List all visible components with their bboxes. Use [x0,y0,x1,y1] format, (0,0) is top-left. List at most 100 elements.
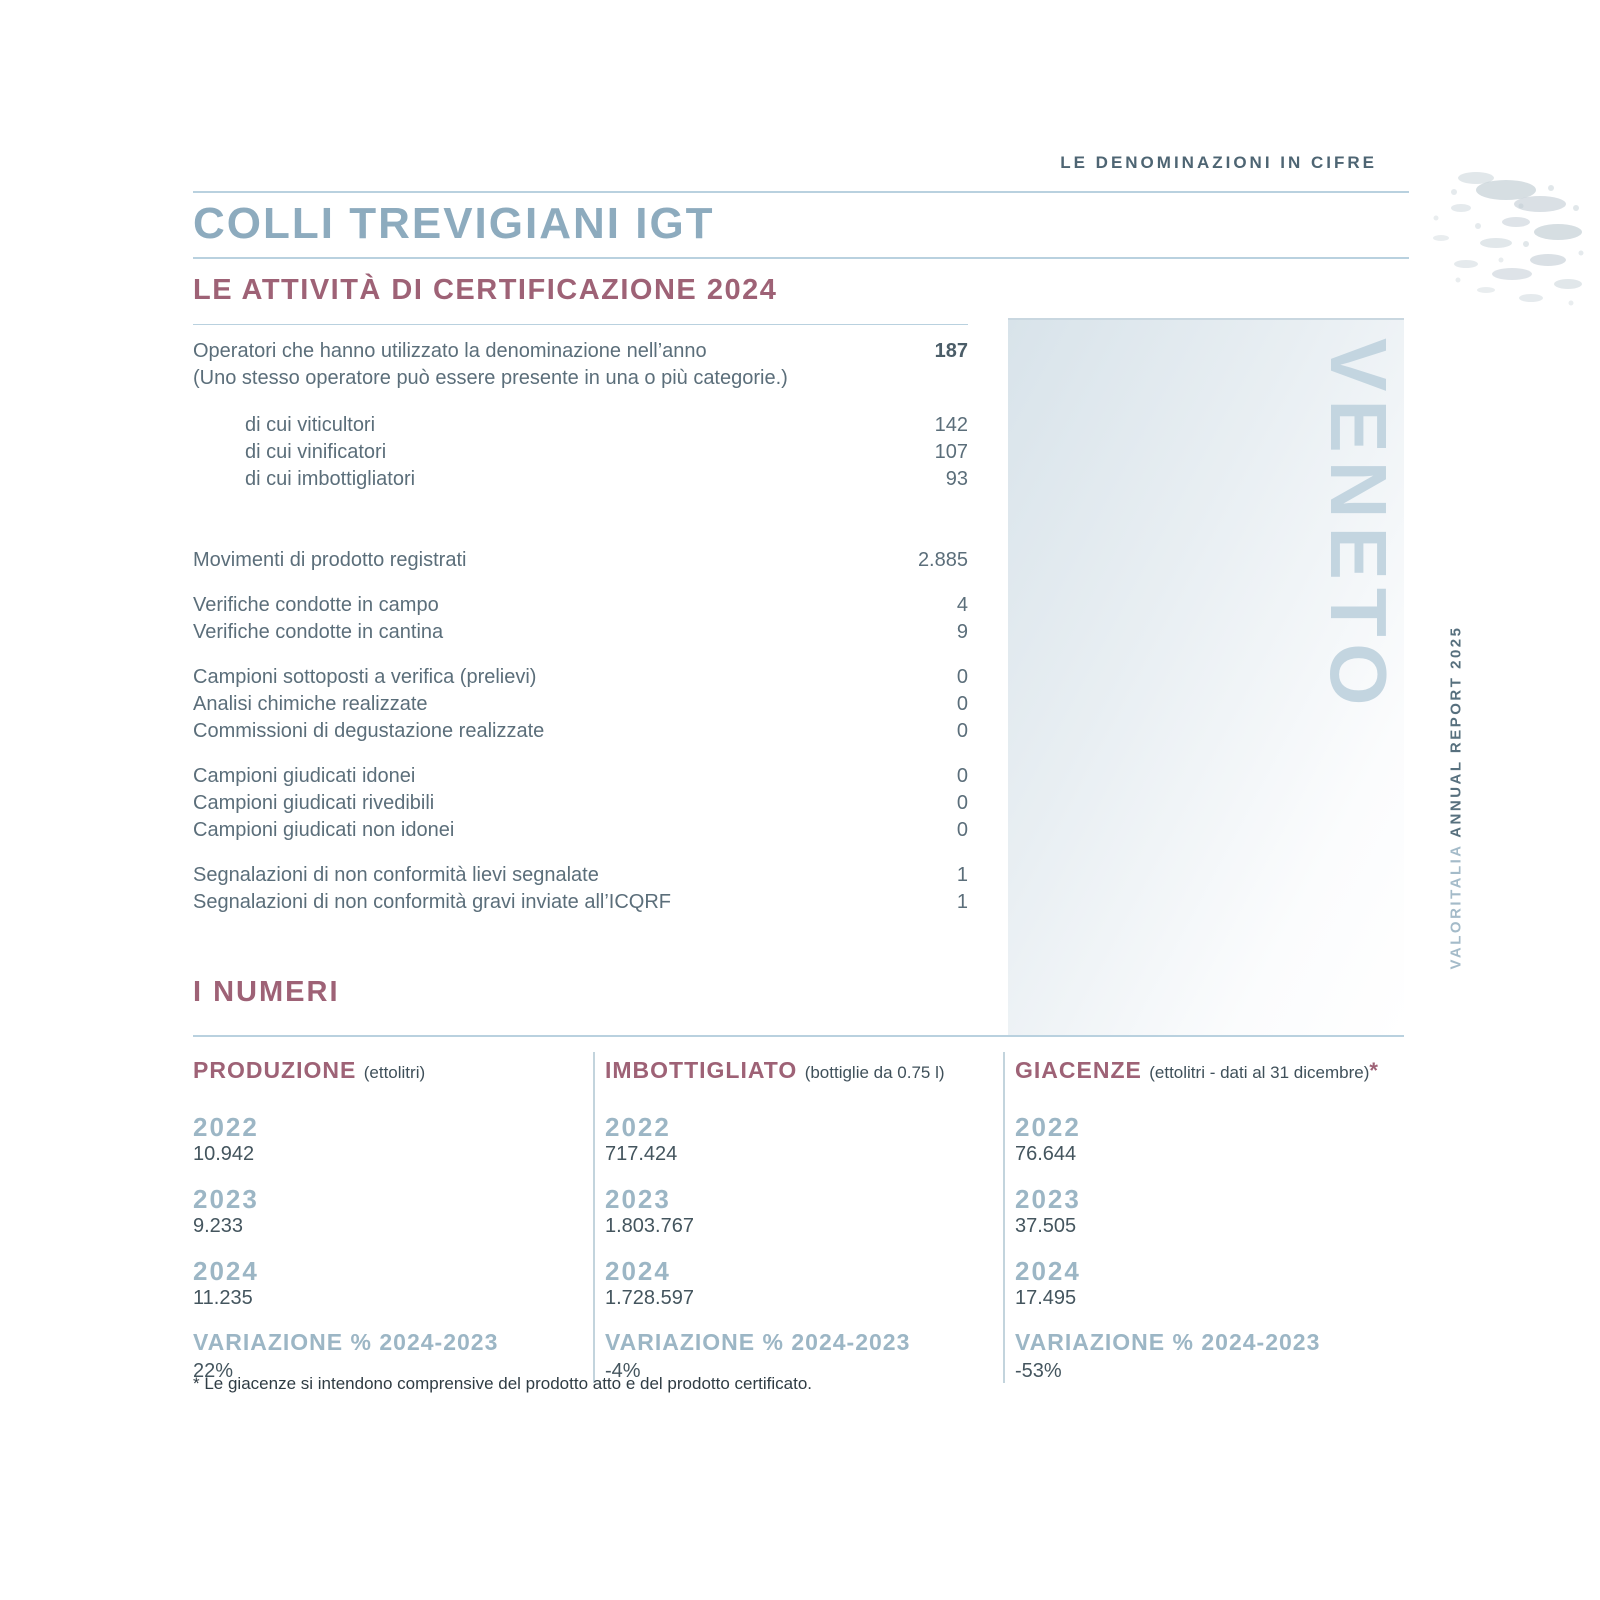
stat-row: Campioni giudicati non idonei 0 [193,817,968,844]
stat-value: 1 [956,864,968,886]
stat-groups: Movimenti di prodotto registrati 2.885 V… [193,547,968,916]
variation-value: -4% [605,1360,641,1382]
year-label: 2023 [193,1184,259,1214]
stat-label: Verifiche condotte in cantina [193,621,444,643]
stat-group: Campioni giudicati idonei 0 Campioni giu… [193,763,968,844]
stat-label: Campioni giudicati non idonei [193,819,455,841]
stat-label: Segnalazioni di non conformità gravi inv… [193,891,672,913]
column-title: GIACENZE [1015,1057,1142,1083]
stat-row: Segnalazioni di non conformità lievi seg… [193,862,968,889]
stat-label: Commissioni di degustazione realizzate [193,720,545,742]
title-block: COLLI TREVIGIANI IGT [193,191,1409,260]
column-unit: (bottiglie da 0.75 l) [804,1063,945,1082]
stat-label: Campioni giudicati rivedibili [193,792,435,814]
certification-subtitle: LE ATTIVITÀ DI CERTIFICAZIONE 2024 [193,274,778,306]
column-unit: (ettolitri - dati al 31 dicembre) [1149,1063,1370,1082]
stat-row: Campioni giudicati idonei 0 [193,763,968,790]
stat-value: 142 [934,414,968,436]
stat-row: Verifiche condotte in campo 4 [193,592,968,619]
stat-row: di cui viticultori 142 [193,412,968,439]
year-label: 2023 [605,1184,671,1214]
year-block: 2024 17.495 [1015,1257,1404,1309]
stat-label: Operatori che hanno utilizzato la denomi… [193,340,707,362]
stat-value: 107 [934,441,968,463]
year-block: 2023 1.803.767 [605,1185,1003,1237]
stat-label: Movimenti di prodotto registrati [193,549,467,571]
stat-value: 2.885 [917,549,968,571]
year-label: 2023 [1015,1184,1081,1214]
year-value: 76.644 [1015,1143,1077,1165]
year-block: 2023 37.505 [1015,1185,1404,1237]
operator-sub-rows: di cui viticultori 142 di cui vinificato… [193,412,968,493]
stat-value: 0 [956,693,968,715]
year-label: 2024 [605,1256,671,1286]
column-header: GIACENZE (ettolitri - dati al 31 dicembr… [1015,1056,1404,1087]
year-label: 2022 [193,1112,259,1142]
column-title: IMBOTTIGLIATO [605,1057,798,1083]
stat-row: di cui imbottigliatori 93 [193,466,968,493]
stat-label: Campioni sottoposti a verifica (prelievi… [193,666,537,688]
stat-row: Campioni sottoposti a verifica (prelievi… [193,664,968,691]
sidebar-brand: VALORITALIA [1447,843,1465,970]
column-unit: (ettolitri) [363,1063,426,1082]
numbers-column: IMBOTTIGLIATO (bottiglie da 0.75 l) 2022… [593,1052,1003,1383]
variation-value: -53% [1015,1360,1062,1382]
stat-value: 1 [956,891,968,913]
stat-row: Analisi chimiche realizzate 0 [193,691,968,718]
year-label: 2024 [193,1256,259,1286]
stat-row: Campioni giudicati rivedibili 0 [193,790,968,817]
stat-label: Segnalazioni di non conformità lievi seg… [193,864,599,886]
stat-group: Verifiche condotte in campo 4 Verifiche … [193,592,968,646]
stat-label: Verifiche condotte in campo [193,594,439,616]
year-value: 717.424 [605,1143,678,1165]
year-block: 2024 11.235 [193,1257,593,1309]
year-block: 2022 717.424 [605,1113,1003,1165]
stat-row-operators: Operatori che hanno utilizzato la denomi… [193,338,968,365]
region-watermark: VENETO [1314,338,1403,714]
year-value: 17.495 [1015,1287,1077,1309]
stat-value: 0 [956,720,968,742]
year-block: 2023 9.233 [193,1185,593,1237]
section-divider [193,1035,1404,1037]
stat-group: Segnalazioni di non conformità lievi seg… [193,862,968,916]
page-title: COLLI TREVIGIANI IGT [193,199,715,248]
stat-value: 9 [956,621,968,643]
stat-value: 0 [956,765,968,787]
year-value: 1.728.597 [605,1287,694,1309]
year-block: 2024 1.728.597 [605,1257,1003,1309]
stat-value: 187 [934,340,968,362]
year-value: 11.235 [193,1287,253,1309]
stat-value: 93 [945,468,968,490]
sidebar-vertical-text: VALORITALIA ANNUAL REPORT 2025 [1448,612,1465,984]
stat-label: Campioni giudicati idonei [193,765,416,787]
variation-label: VARIAZIONE % 2024-2023 [193,1329,499,1355]
stat-row: Movimenti di prodotto registrati 2.885 [193,547,968,574]
column-years: 2022 717.424 2023 1.803.767 2024 1.728.5… [605,1113,1003,1309]
stat-label: di cui imbottigliatori [245,468,416,490]
column-header: PRODUZIONE (ettolitri) [193,1056,593,1087]
veneto-panel: VENETO [1008,318,1404,1037]
stat-group: Movimenti di prodotto registrati 2.885 [193,547,968,574]
stat-row: di cui vinificatori 107 [193,439,968,466]
variation-label: VARIAZIONE % 2024-2023 [1015,1329,1321,1355]
footnote: * Le giacenze si intendono comprensive d… [193,1374,812,1393]
column-title: PRODUZIONE [193,1057,357,1083]
numbers-column: PRODUZIONE (ettolitri) 2022 10.942 2023 … [193,1052,593,1383]
stat-value: 0 [956,792,968,814]
column-asterisk: * [1369,1058,1379,1083]
year-label: 2024 [1015,1256,1081,1286]
year-value: 1.803.767 [605,1215,694,1237]
sidebar-report-title: ANNUAL REPORT 2025 [1447,625,1465,838]
year-block: 2022 10.942 [193,1113,593,1165]
certification-stats: Operatori che hanno utilizzato la denomi… [193,324,968,916]
stat-label: di cui viticultori [245,414,376,436]
stat-group: Campioni sottoposti a verifica (prelievi… [193,664,968,745]
stat-label: di cui vinificatori [245,441,387,463]
stat-value: 0 [956,666,968,688]
year-label: 2022 [605,1112,671,1142]
year-value: 37.505 [1015,1215,1077,1237]
column-years: 2022 76.644 2023 37.505 2024 17.495 [1015,1113,1404,1309]
section-eyebrow: LE DENOMINAZIONI IN CIFRE [1060,153,1377,172]
numbers-column: GIACENZE (ettolitri - dati al 31 dicembr… [1003,1052,1404,1383]
column-years: 2022 10.942 2023 9.233 2024 11.235 [193,1113,593,1309]
